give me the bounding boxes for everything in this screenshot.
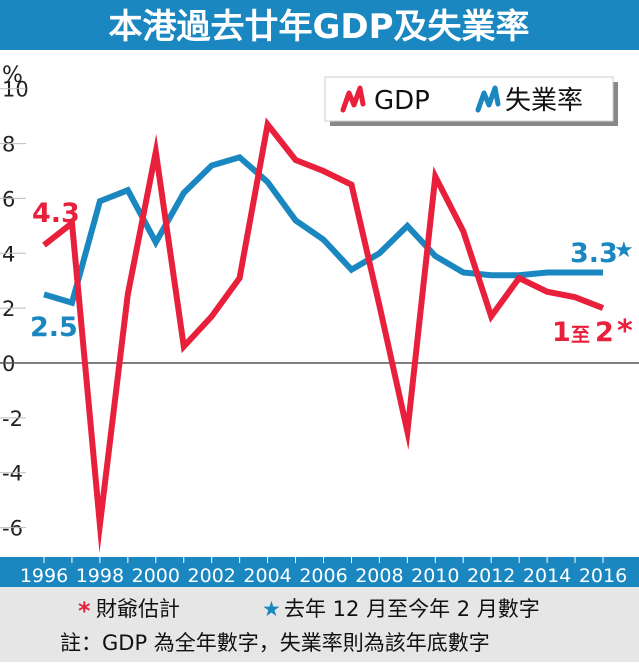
legend-gdp-icon: [340, 85, 366, 113]
annotation-gdp-start: 4.3: [32, 198, 80, 229]
footnote-estimate-marker: *: [78, 597, 91, 625]
x-tick-label: 1998: [76, 565, 124, 587]
annotation-gdp-end-asterisk: *: [617, 314, 633, 349]
y-tick-label: -4: [2, 462, 23, 486]
y-unit-label: %: [2, 63, 23, 88]
y-tick-label: -2: [2, 407, 23, 431]
footnote-note: 註：GDP 為全年數字，失業率則為該年底數字: [60, 631, 490, 655]
footnote-estimate-text: 財爺估計: [96, 597, 180, 621]
y-tick-label: 8: [2, 133, 15, 157]
x-tick-label: 2008: [355, 565, 403, 587]
y-tick-label: 6: [2, 187, 15, 211]
annotation-gdp-end-high: 2: [595, 317, 614, 348]
y-tick-label: 10: [2, 78, 29, 102]
legend-unemployment-label: 失業率: [505, 86, 583, 116]
footer-band: [0, 587, 639, 662]
x-tick-label: 2012: [467, 565, 515, 587]
series-lines: [42, 117, 605, 554]
y-tick-label: 4: [2, 242, 15, 266]
legend: GDP 失業率: [324, 76, 618, 126]
annotation-gdp-end-low: 1: [552, 317, 571, 348]
x-tick-label: 2014: [523, 565, 571, 587]
x-tick-label: 2000: [132, 565, 180, 587]
annotation-unemp-start: 2.5: [30, 312, 78, 343]
x-tick-label: 2006: [299, 565, 347, 587]
gdp-series-line: [42, 117, 605, 554]
x-tick-label: 2010: [411, 565, 459, 587]
footnote-star-marker: ★: [262, 597, 281, 621]
y-tick-label: -6: [2, 517, 23, 541]
x-tick-label: 2004: [243, 565, 291, 587]
y-tick-label: 0: [2, 352, 15, 376]
x-tick-label: 2002: [188, 565, 236, 587]
x-axis-ticks: 1996 1998 2000 2002 2004 2006 2008 2010 2012 2014…: [20, 557, 627, 587]
legend-box: [324, 76, 614, 122]
x-axis-band: [0, 557, 639, 587]
x-tick-label: 1996: [20, 565, 68, 587]
annotation-gdp-end-to: 至: [571, 324, 590, 346]
legend-unemployment-icon: [475, 85, 501, 113]
footnote-star-text: 去年 12 月至今年 2 月數字: [284, 597, 540, 621]
chart-title: 本港過去廿年GDP及失業率: [108, 7, 529, 47]
annotation-unemp-end-star: ★: [614, 238, 634, 263]
y-tick-label: 2: [2, 297, 15, 321]
unemployment-series-line: [43, 153, 603, 307]
x-tick-label: 2016: [579, 565, 627, 587]
header-band: [0, 0, 639, 50]
annotation-unemp-end: 3.3: [570, 238, 618, 269]
legend-gdp-label: GDP: [374, 86, 430, 116]
y-axis-ticks: 10 8 6 4 2 0 -2 -4 -6: [0, 78, 29, 541]
